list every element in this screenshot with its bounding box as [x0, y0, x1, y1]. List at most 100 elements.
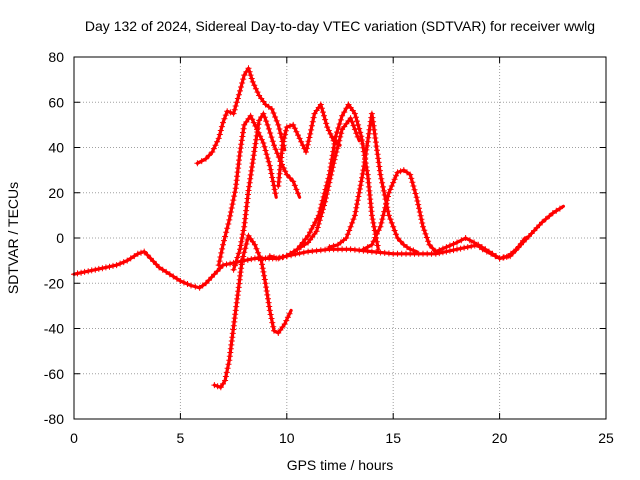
data-point-marker — [492, 253, 499, 260]
data-point-marker — [302, 236, 309, 243]
y-tick-label: -60 — [44, 366, 64, 382]
x-tick-label: 0 — [70, 430, 78, 446]
data-point-marker — [377, 223, 384, 230]
data-point-marker — [173, 275, 180, 282]
data-point-marker — [271, 327, 277, 334]
data-point-marker — [325, 127, 332, 134]
data-point-marker — [214, 268, 221, 275]
data-point-marker — [217, 384, 224, 391]
data-point-marker — [237, 149, 243, 155]
data-point-marker — [385, 189, 392, 196]
data-point-marker — [211, 382, 218, 389]
data-point-marker — [202, 155, 209, 162]
data-point-marker — [249, 116, 256, 123]
data-point-marker — [141, 248, 148, 255]
data-point-marker — [416, 209, 423, 215]
data-point-marker — [369, 216, 376, 223]
data-point-marker — [337, 133, 344, 140]
data-point-marker — [525, 233, 532, 240]
data-point-marker — [153, 261, 160, 268]
data-point-marker — [350, 216, 357, 223]
data-point-marker — [462, 235, 469, 241]
data-point-marker — [256, 117, 263, 124]
data-point-marker — [220, 380, 226, 387]
data-point-marker — [281, 321, 288, 327]
data-point-marker — [272, 190, 279, 197]
data-point-marker — [265, 125, 272, 132]
data-point-marker — [266, 253, 273, 260]
data-point-marker — [378, 219, 385, 226]
data-point-marker — [546, 213, 553, 220]
data-point-marker — [404, 169, 410, 176]
data-point-marker — [353, 114, 359, 121]
data-point-marker — [306, 134, 313, 141]
data-point-marker — [353, 130, 360, 137]
data-point-marker — [283, 317, 290, 324]
data-point-marker — [416, 205, 422, 212]
data-point-marker — [270, 178, 276, 185]
data-point-marker — [454, 246, 460, 253]
data-point-marker — [394, 169, 401, 176]
data-point-marker — [320, 109, 326, 116]
data-point-marker — [198, 158, 205, 165]
data-point-marker — [218, 249, 225, 256]
data-point-marker — [242, 245, 249, 252]
data-point-marker — [268, 134, 275, 141]
data-point-marker — [354, 133, 361, 140]
data-point-marker — [426, 241, 433, 248]
data-point-marker — [343, 235, 350, 241]
data-point-marker — [374, 242, 381, 249]
data-point-marker — [317, 101, 324, 108]
data-point-marker — [245, 232, 252, 239]
data-point-marker — [394, 235, 401, 241]
data-point-marker — [251, 241, 258, 248]
data-point-marker — [258, 136, 265, 143]
data-point-marker — [349, 107, 356, 114]
data-point-marker — [208, 274, 215, 281]
series-arc-3 — [230, 110, 302, 273]
data-point-marker — [268, 170, 275, 177]
data-point-marker — [539, 219, 546, 226]
data-point-marker — [393, 172, 399, 179]
data-point-marker — [261, 276, 268, 283]
data-point-marker — [283, 171, 290, 178]
data-point-marker — [387, 216, 394, 223]
data-point-marker — [95, 265, 102, 272]
data-point-marker — [231, 189, 238, 196]
data-point-marker — [266, 307, 273, 314]
data-point-marker — [252, 85, 259, 92]
data-point-marker — [542, 216, 549, 223]
data-point-marker — [319, 197, 326, 204]
data-point-marker — [267, 130, 274, 136]
chart-title: Day 132 of 2024, Sidereal Day-to-day VTE… — [85, 18, 595, 34]
data-point-marker — [166, 271, 173, 278]
data-point-marker — [270, 182, 277, 189]
data-point-marker — [238, 84, 244, 90]
data-point-marker — [330, 144, 337, 151]
data-point-marker — [400, 241, 407, 248]
data-point-marker — [227, 209, 234, 215]
data-point-marker — [99, 265, 106, 272]
data-point-marker — [355, 193, 362, 200]
data-point-marker — [356, 186, 363, 192]
data-point-marker — [361, 163, 367, 170]
data-point-marker — [297, 242, 304, 249]
data-point-marker — [245, 65, 252, 72]
data-point-marker — [375, 227, 382, 234]
data-point-marker — [336, 137, 343, 144]
data-point-marker — [240, 129, 246, 136]
data-point-marker — [307, 130, 314, 137]
data-point-marker — [216, 131, 223, 138]
data-point-marker — [287, 250, 294, 257]
y-tick-labels: -80 -60 -40 -20 0 20 40 60 80 — [44, 49, 64, 427]
data-point-marker — [283, 253, 290, 260]
data-point-marker — [234, 95, 241, 102]
data-point-marker — [303, 149, 309, 155]
data-point-marker — [359, 170, 366, 177]
data-point-marker — [369, 114, 376, 121]
data-point-marker — [239, 133, 246, 140]
data-point-marker — [443, 244, 450, 251]
data-point-marker — [520, 237, 526, 244]
data-point-marker — [422, 230, 429, 237]
